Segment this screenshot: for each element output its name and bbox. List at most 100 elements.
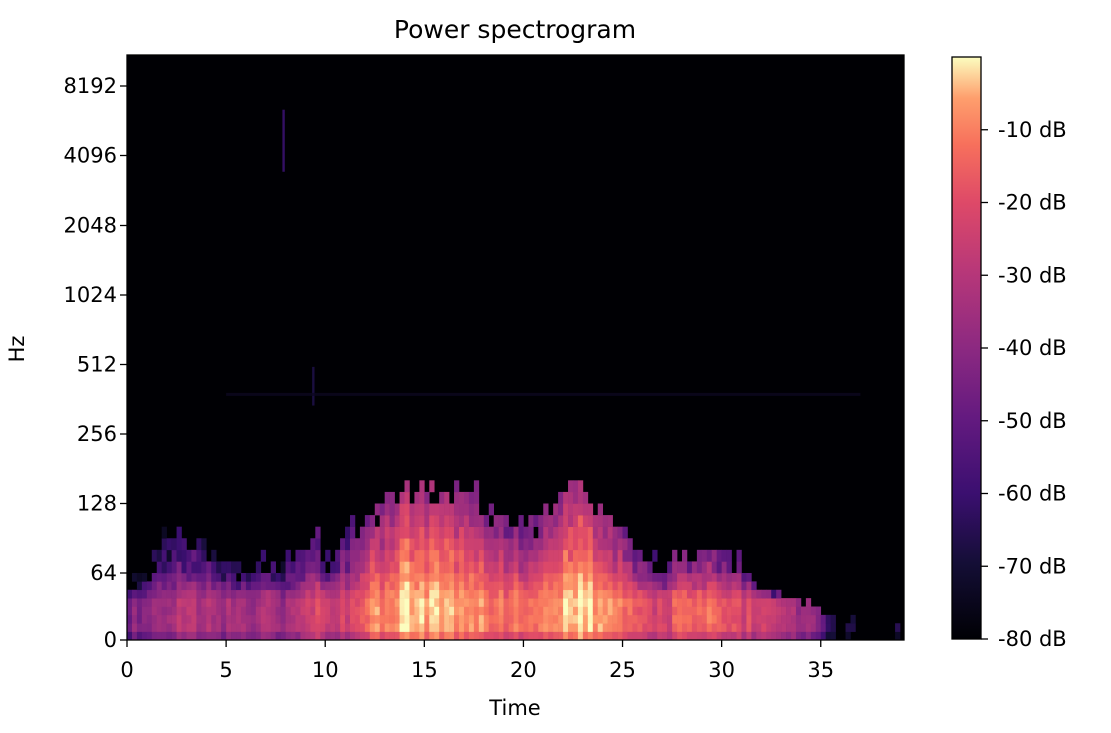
heatmap-cell xyxy=(131,573,138,582)
heatmap-cell xyxy=(459,606,465,616)
heatmap-cell xyxy=(642,581,648,591)
heatmap-cell xyxy=(602,549,608,562)
heatmap-cell xyxy=(572,614,579,624)
heatmap-cell xyxy=(231,598,237,607)
heatmap-cell xyxy=(711,598,717,607)
faint-feature xyxy=(282,109,285,172)
heatmap-cell xyxy=(394,573,400,582)
heatmap-cell xyxy=(384,503,390,516)
heatmap-cell xyxy=(632,549,638,562)
heatmap-cell xyxy=(558,515,564,527)
heatmap-cell xyxy=(231,561,237,574)
heatmap-cell xyxy=(404,515,410,527)
heatmap-cell xyxy=(345,589,351,599)
heatmap-cell xyxy=(404,598,410,607)
heatmap-cell xyxy=(161,581,167,591)
heatmap-cell xyxy=(280,598,286,607)
heatmap-cell xyxy=(275,573,281,582)
heatmap-cell xyxy=(473,561,480,574)
heatmap-cell xyxy=(568,581,574,591)
heatmap-cell xyxy=(354,631,361,641)
heatmap-cell xyxy=(696,589,703,599)
heatmap-cell xyxy=(548,515,554,527)
heatmap-cell xyxy=(488,614,494,624)
heatmap-cell xyxy=(677,598,683,607)
heatmap-cell xyxy=(349,538,356,551)
heatmap-cell xyxy=(459,614,465,624)
heatmap-cell xyxy=(409,549,415,562)
heatmap-cell xyxy=(211,631,217,641)
heatmap-cell xyxy=(672,573,678,582)
heatmap-cell xyxy=(895,631,901,641)
heatmap-cell xyxy=(572,581,579,591)
heatmap-cell xyxy=(582,606,589,616)
heatmap-cell xyxy=(830,623,836,632)
heatmap-cell xyxy=(359,589,366,599)
heatmap-cell xyxy=(419,480,425,493)
heatmap-cell xyxy=(726,623,732,632)
heatmap-cell xyxy=(597,631,604,641)
heatmap-cell xyxy=(612,581,618,591)
heatmap-cell xyxy=(463,538,470,551)
heatmap-cell xyxy=(345,606,351,616)
heatmap-cell xyxy=(444,598,450,607)
heatmap-cell xyxy=(597,561,604,574)
heatmap-cell xyxy=(374,549,381,562)
heatmap-cell xyxy=(414,503,420,516)
heatmap-cell xyxy=(374,614,381,624)
heatmap-cell xyxy=(627,631,633,641)
colorbar-tick-label: -60 dB xyxy=(998,482,1067,506)
heatmap-cell xyxy=(240,581,247,591)
heatmap-cell xyxy=(716,589,722,599)
heatmap-cell xyxy=(642,606,648,616)
heatmap-cell xyxy=(558,549,564,562)
heatmap-cell xyxy=(498,614,504,624)
heatmap-cell xyxy=(592,606,599,616)
heatmap-cell xyxy=(449,503,455,516)
heatmap-cell xyxy=(553,581,559,591)
heatmap-cell xyxy=(523,573,529,582)
heatmap-cell xyxy=(563,631,569,641)
heatmap-cell xyxy=(419,526,425,539)
heatmap-cell xyxy=(473,614,480,624)
heatmap-cell xyxy=(503,598,509,607)
heatmap-cell xyxy=(325,631,331,641)
heatmap-cell xyxy=(597,606,604,616)
heatmap-cell xyxy=(736,606,742,616)
heatmap-cell xyxy=(592,598,599,607)
heatmap-cell xyxy=(577,598,584,607)
heatmap-cell xyxy=(830,614,836,624)
heatmap-cell xyxy=(612,631,618,641)
heatmap-cell xyxy=(523,598,529,607)
heatmap-cell xyxy=(231,614,237,624)
heatmap-cell xyxy=(141,573,148,582)
heatmap-cell xyxy=(592,561,599,574)
heatmap-cell xyxy=(592,623,599,632)
heatmap-cell xyxy=(399,526,405,539)
heatmap-cell xyxy=(568,480,574,493)
heatmap-cell xyxy=(597,526,604,539)
heatmap-cell xyxy=(617,614,623,624)
heatmap-cell xyxy=(572,503,579,516)
heatmap-cell xyxy=(483,561,490,574)
heatmap-cell xyxy=(632,581,638,591)
heatmap-cell xyxy=(577,606,584,616)
heatmap-cell xyxy=(156,598,162,607)
heatmap-cell xyxy=(181,623,187,632)
heatmap-cell xyxy=(632,631,638,641)
heatmap-cell xyxy=(602,631,608,641)
heatmap-cell xyxy=(305,623,311,632)
heatmap-cell xyxy=(206,631,212,641)
heatmap-cell xyxy=(825,614,831,624)
heatmap-cell xyxy=(612,526,618,539)
heatmap-cell xyxy=(340,573,346,582)
heatmap-cell xyxy=(543,549,549,562)
heatmap-cell xyxy=(518,589,524,599)
heatmap-cell xyxy=(245,581,252,591)
heatmap-cell xyxy=(657,606,663,616)
heatmap-cell xyxy=(439,549,445,562)
heatmap-cell xyxy=(622,589,628,599)
heatmap-cell xyxy=(647,623,653,632)
heatmap-cell xyxy=(756,589,762,599)
heatmap-cell xyxy=(825,623,831,632)
